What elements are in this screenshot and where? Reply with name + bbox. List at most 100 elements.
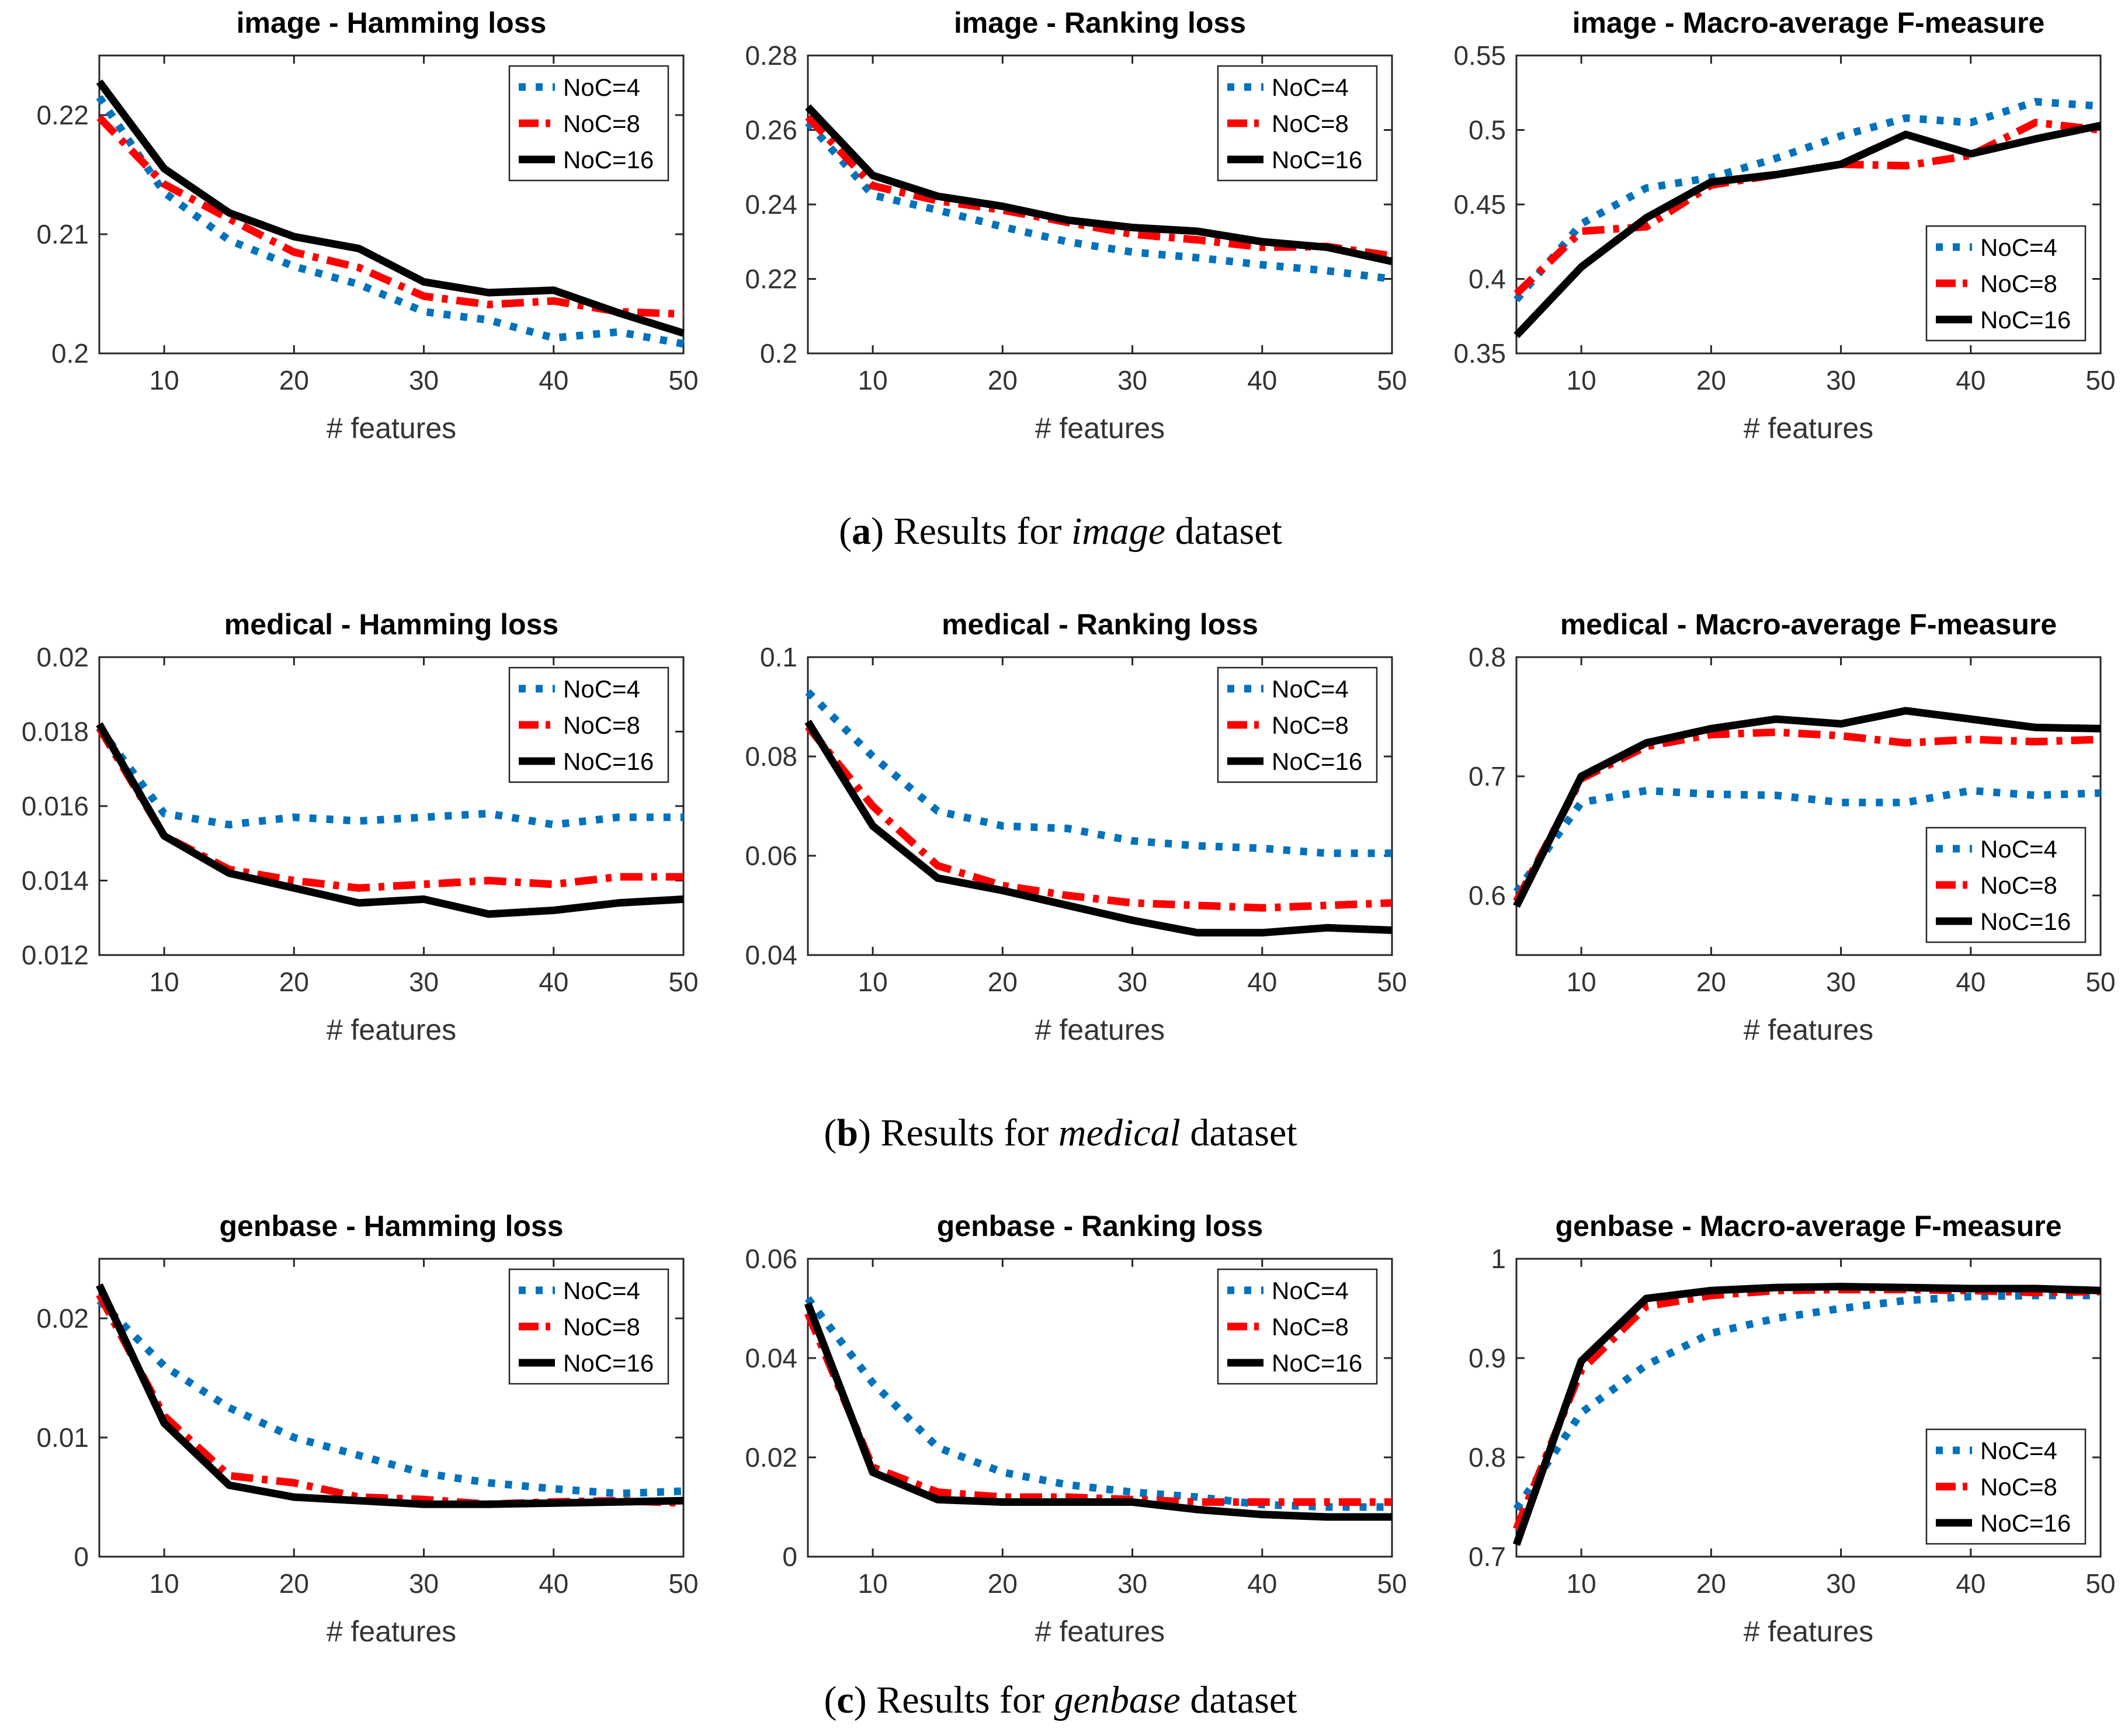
image-ranking-loss-legend: NoC=4 NoC=8 NoC=16 [1217,65,1378,182]
caption-a-letter: a [852,510,872,553]
svg-text:1: 1 [1491,1244,1506,1274]
svg-text:0.55: 0.55 [1453,40,1506,71]
genbase-ranking-loss-series [804,1296,1392,1521]
image-ranking-loss-legend-label-noc-8: NoC=8 [1272,110,1349,137]
image-hamming-loss-title: image - Hamming loss [237,6,547,39]
svg-text:0.4: 0.4 [1469,264,1506,294]
medical-ranking-loss-canvas: medical - Ranking loss 10 20 30 40 50 0.04 0.06… [745,608,1407,1046]
svg-text:50: 50 [668,1568,698,1599]
svg-text:40: 40 [1956,967,1985,997]
genbase-macro-average-f-measure-legend: NoC=4 NoC=8 NoC=16 [1925,1428,2087,1545]
genbase-hamming-loss-legend-label-noc-16: NoC=16 [563,1349,654,1377]
genbase-macro-average-f-measure-legend-label-noc-4: NoC=4 [1980,1437,2057,1464]
svg-text:0.02: 0.02 [36,1303,89,1334]
caption-b-paren-open: ( [824,1112,837,1154]
medical-hamming-loss-legend: NoC=4 NoC=8 NoC=16 [508,666,669,783]
svg-text:0.5: 0.5 [1469,115,1506,145]
medical-ranking-loss-legend: NoC=4 NoC=8 NoC=16 [1217,666,1378,783]
svg-text:20: 20 [279,1568,309,1599]
svg-text:30: 30 [1117,967,1147,997]
genbase-hamming-loss-line-noc-16 [96,1283,684,1508]
chart-row-image: image - Hamming loss 10 20 30 40 50 0.2 0.21 0.2… [0,0,2121,461]
svg-text:0: 0 [782,1541,797,1572]
caption-b-body: Results for [880,1112,1058,1154]
svg-text:10: 10 [150,1568,179,1599]
svg-text:0.35: 0.35 [1453,338,1506,369]
genbase-macro-average-f-measure-axes-box [1515,1258,2102,1558]
medical-ranking-loss-axes-box [807,656,1393,956]
caption-b-paren-close: ) [858,1112,881,1154]
svg-text:20: 20 [279,365,309,395]
medical-hamming-loss-line-noc-4 [96,725,683,829]
svg-text:0.22: 0.22 [745,264,797,294]
svg-text:0.04: 0.04 [745,1343,797,1373]
medical-ranking-loss-line-noc-4 [805,689,1392,857]
svg-text:50: 50 [668,967,698,997]
medical-ranking-loss-title: medical - Ranking loss [942,608,1258,641]
caption-c-paren-close: ) [853,1679,877,1721]
genbase-ranking-loss-legend-label-noc-8: NoC=8 [1272,1313,1349,1341]
svg-text:0.7: 0.7 [1469,761,1506,791]
caption-a-tail: dataset [1165,510,1282,553]
medical-macro-average-f-measure-line-noc-8 [1513,728,2101,904]
image-hamming-loss-legend: NoC=4 NoC=8 NoC=16 [508,65,669,182]
medical-ranking-loss-line-noc-16 [804,720,1393,937]
svg-text:50: 50 [1377,1568,1407,1599]
image-macro-average-f-measure-line-noc-4 [1513,98,2101,303]
svg-text:0.26: 0.26 [745,115,797,145]
svg-text:0.014: 0.014 [22,866,89,896]
svg-text:0.01: 0.01 [36,1422,89,1453]
image-macro-average-f-measure-title: image - Macro-average F-measure [1572,6,2045,39]
svg-text:0.6: 0.6 [1469,880,1506,911]
chart-medical-ranking-loss: medical - Ranking loss 10 20 30 40 50 0.04 0.06… [709,602,1412,1063]
medical-ranking-loss-legend-label-noc-4: NoC=4 [1272,675,1349,703]
genbase-hamming-loss-axes-box [98,1258,685,1558]
medical-hamming-loss-line-noc-8 [96,725,683,892]
medical-macro-average-f-measure-line-noc-16 [1513,707,2101,908]
medical-macro-average-f-measure-legend-label-noc-8: NoC=8 [1980,872,2057,899]
svg-text:0: 0 [74,1541,89,1572]
svg-text:10: 10 [858,967,888,997]
image-ranking-loss-title: image - Ranking loss [954,6,1246,39]
svg-text:20: 20 [1696,967,1726,997]
medical-macro-average-f-measure-canvas: medical - Macro-average F-measure 10 20 30 4… [1469,608,2116,1046]
svg-text:50: 50 [1377,365,1407,395]
medical-ranking-loss-ticks: 10 20 30 40 50 0.04 0.06 0.08 0.1 [745,642,1407,997]
genbase-ranking-loss-legend-label-noc-16: NoC=16 [1272,1349,1362,1377]
genbase-hamming-loss-legend: NoC=4 NoC=8 NoC=16 [508,1268,669,1385]
medical-ranking-loss-legend-label-noc-16: NoC=16 [1272,748,1362,775]
image-ranking-loss-series [805,104,1393,283]
chart-genbase-ranking-loss: genbase - Ranking loss 10 20 30 40 50 0 0.02 0.0… [709,1203,1412,1665]
svg-text:0.21: 0.21 [36,219,89,249]
svg-text:0.45: 0.45 [1453,189,1506,220]
image-ranking-loss-ticks: 10 20 30 40 50 0.2 0.22 0.24 0.26 0.28 [745,40,1407,395]
svg-text:0.2: 0.2 [51,338,89,369]
medical-macro-average-f-measure-ticks: 10 20 30 40 50 0.6 0.7 0.8 [1469,642,2116,997]
svg-text:0.8: 0.8 [1469,642,1506,672]
svg-text:40: 40 [539,1568,568,1599]
svg-text:20: 20 [1696,1568,1726,1599]
medical-hamming-loss-legend-label-noc-4: NoC=4 [563,675,640,703]
svg-text:0.06: 0.06 [745,1244,797,1274]
svg-text:40: 40 [1956,365,1985,395]
medical-macro-average-f-measure-title: medical - Macro-average F-measure [1560,608,2057,641]
svg-text:10: 10 [1567,1568,1596,1599]
chart-row-genbase: genbase - Hamming loss 10 20 30 40 50 0 0.01 0.0… [0,1203,2121,1665]
caption-c: (c) Results for genbase dataset [0,1665,2121,1736]
caption-b-tail: dataset [1180,1112,1297,1154]
caption-a-paren-open: ( [839,510,852,553]
svg-text:30: 30 [1117,1568,1147,1599]
image-macro-average-f-measure-series [1513,98,2102,338]
genbase-hamming-loss-canvas: genbase - Hamming loss 10 20 30 40 50 0 0.01 0.0… [36,1210,698,1648]
chart-genbase-hamming-loss: genbase - Hamming loss 10 20 30 40 50 0 0.01 0.0… [0,1203,704,1665]
svg-text:20: 20 [279,967,309,997]
caption-c-tail: dataset [1180,1679,1297,1721]
svg-text:0.02: 0.02 [745,1442,797,1473]
image-hamming-loss-legend-label-noc-8: NoC=8 [563,110,640,137]
svg-text:0.22: 0.22 [36,100,89,130]
medical-ranking-loss-xlabel: # features [1035,1013,1165,1046]
medical-hamming-loss-series [96,722,684,918]
medical-ranking-loss-legend-label-noc-8: NoC=8 [1272,711,1349,739]
genbase-hamming-loss-xlabel: # features [327,1615,456,1648]
image-macro-average-f-measure-legend-label-noc-8: NoC=8 [1980,270,2057,297]
